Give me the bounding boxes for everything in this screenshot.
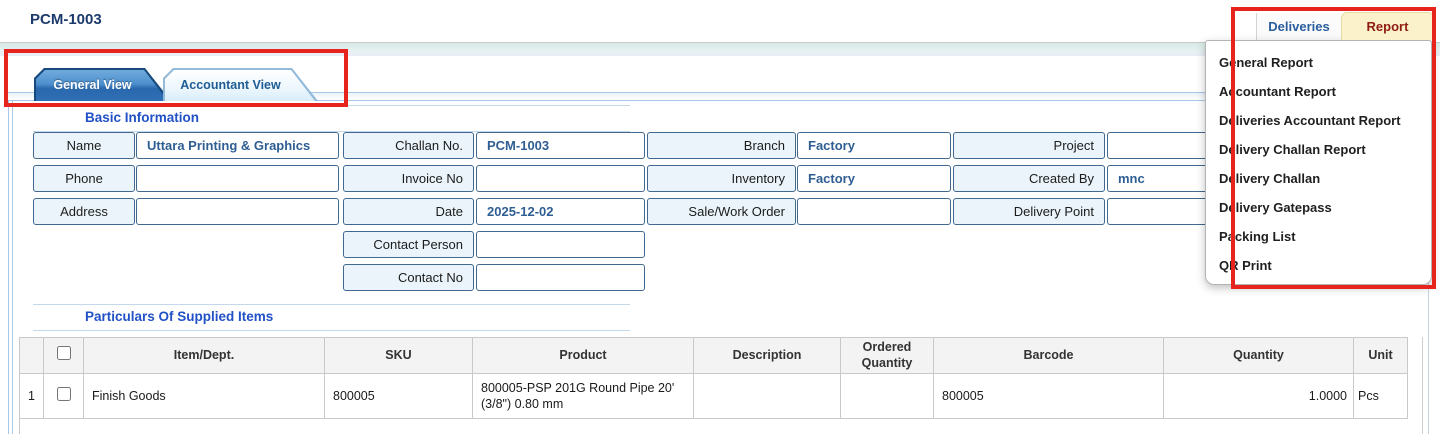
tab-accountant-view[interactable]: Accountant View xyxy=(163,68,318,101)
field-label-date: Date xyxy=(343,198,474,225)
field-label-name: Name xyxy=(33,132,135,159)
panel-top-edge xyxy=(8,92,1432,101)
field-value-contact-no[interactable] xyxy=(476,264,645,291)
col-row-number xyxy=(19,336,44,375)
section-basic-information: Basic Information xyxy=(33,105,630,132)
section-basic-information-title: Basic Information xyxy=(85,110,200,125)
field-label-created-by: Created By xyxy=(953,165,1105,192)
field-label-phone: Phone xyxy=(33,165,135,192)
table-row: 1 Finish Goods 800005 800005-PSP 201G Ro… xyxy=(19,373,1408,420)
col-barcode: Barcode xyxy=(933,336,1164,375)
col-quantity: Quantity xyxy=(1163,336,1354,375)
panel-left-border xyxy=(8,96,13,434)
cell-select xyxy=(43,373,84,420)
field-value-address[interactable] xyxy=(136,198,339,225)
field-value-contact-person[interactable] xyxy=(476,231,645,258)
cell-row-number: 1 xyxy=(19,373,44,420)
cell-product: 800005-PSP 201G Round Pipe 20' (3/8") 0.… xyxy=(472,373,694,420)
field-label-challan-no: Challan No. xyxy=(343,132,474,159)
col-item-dept: Item/Dept. xyxy=(83,336,325,375)
field-label-branch: Branch xyxy=(647,132,796,159)
cell-unit: Pcs xyxy=(1353,373,1408,420)
field-label-project: Project xyxy=(953,132,1105,159)
cell-barcode: 800005 xyxy=(933,373,1164,420)
menu-item-deliveries-accountant-report[interactable]: Deliveries Accountant Report xyxy=(1219,113,1401,128)
cell-sku: 800005 xyxy=(324,373,473,420)
menu-item-packing-list[interactable]: Packing List xyxy=(1219,229,1296,244)
col-unit: Unit xyxy=(1353,336,1408,375)
menu-item-accountant-report[interactable]: Accountant Report xyxy=(1219,84,1336,99)
section-particulars-title: Particulars Of Supplied Items xyxy=(85,309,274,324)
tab-general-view[interactable]: General View xyxy=(34,68,171,101)
report-dropdown-menu: General Report Accountant Report Deliver… xyxy=(1205,40,1432,285)
row-checkbox[interactable] xyxy=(56,387,71,402)
items-table: Item/Dept. SKU Product Description Order… xyxy=(19,336,1408,420)
col-description: Description xyxy=(693,336,841,375)
table-right-border-stub xyxy=(1422,337,1423,434)
field-value-inventory[interactable]: Factory xyxy=(797,165,951,192)
menu-item-delivery-challan[interactable]: Delivery Challan xyxy=(1219,171,1321,186)
field-value-phone[interactable] xyxy=(136,165,339,192)
menu-item-qr-print[interactable]: QR Print xyxy=(1219,258,1272,273)
cell-quantity: 1.0000 xyxy=(1163,373,1354,420)
panel-top-band xyxy=(0,43,1440,56)
col-ordered-quantity: Ordered Quantity xyxy=(840,336,934,375)
select-all-checkbox[interactable] xyxy=(56,346,71,361)
section-particulars: Particulars Of Supplied Items xyxy=(33,304,630,331)
header-divider xyxy=(0,42,1440,43)
col-select-all xyxy=(43,336,84,375)
menu-item-delivery-challan-report[interactable]: Delivery Challan Report xyxy=(1219,142,1366,157)
field-value-name[interactable]: Uttara Printing & Graphics xyxy=(136,132,339,159)
tab-report[interactable]: Report xyxy=(1341,12,1434,40)
field-label-inventory: Inventory xyxy=(647,165,796,192)
field-label-contact-person: Contact Person xyxy=(343,231,474,258)
field-value-sale-work-order[interactable] xyxy=(797,198,951,225)
page-title: PCM-1003 xyxy=(30,11,102,28)
field-label-sale-work-order: Sale/Work Order xyxy=(647,198,796,225)
field-label-delivery-point: Delivery Point xyxy=(953,198,1105,225)
menu-item-general-report[interactable]: General Report xyxy=(1219,55,1313,70)
tab-shape-fill xyxy=(165,70,315,101)
col-product: Product xyxy=(472,336,694,375)
items-table-header-row: Item/Dept. SKU Product Description Order… xyxy=(19,336,1408,375)
cell-item-dept: Finish Goods xyxy=(83,373,325,420)
tab-general-view-label: General View xyxy=(53,77,132,92)
menu-item-delivery-gatepass[interactable]: Delivery Gatepass xyxy=(1219,200,1332,215)
field-value-invoice-no[interactable] xyxy=(476,165,645,192)
field-value-challan-no[interactable]: PCM-1003 xyxy=(476,132,645,159)
tab-deliveries[interactable]: Deliveries xyxy=(1256,13,1341,40)
field-label-invoice-no: Invoice No xyxy=(343,165,474,192)
cell-ordered-quantity xyxy=(840,373,934,420)
tab-shape-fill xyxy=(36,70,168,101)
field-value-date[interactable]: 2025-12-02 xyxy=(476,198,645,225)
field-label-address: Address xyxy=(33,198,135,225)
col-sku: SKU xyxy=(324,336,473,375)
field-label-contact-no: Contact No xyxy=(343,264,474,291)
field-value-branch[interactable]: Factory xyxy=(797,132,951,159)
table-left-border-stub xyxy=(19,418,20,434)
tab-accountant-view-label: Accountant View xyxy=(180,77,281,92)
cell-description xyxy=(693,373,841,420)
